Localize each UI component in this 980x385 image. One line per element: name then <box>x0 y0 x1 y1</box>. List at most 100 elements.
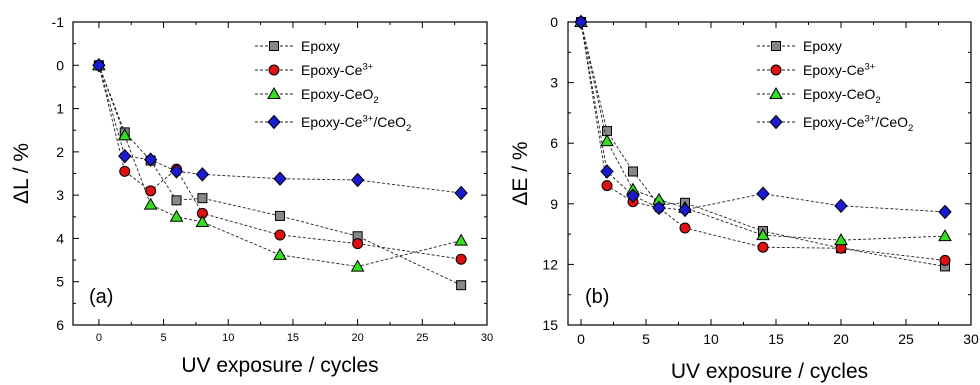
legend-entry: Epoxy-Ce3+​ <box>255 62 374 78</box>
series-line <box>580 21 946 213</box>
legend-marker <box>269 41 279 51</box>
data-point <box>195 214 210 227</box>
data-point <box>678 202 692 218</box>
x-tick-label: 10 <box>222 332 234 344</box>
y-tick-label: 4 <box>56 230 64 246</box>
data-point <box>171 195 182 206</box>
data-point <box>350 259 365 272</box>
y-tick-label: 3 <box>550 75 558 91</box>
legend-entry: Epoxy-Ce3+​/CeO2 <box>255 114 411 135</box>
data-point <box>118 148 132 164</box>
y-tick-label: -1 <box>52 14 65 30</box>
data-point <box>455 253 467 265</box>
x-tick-label: 25 <box>416 332 428 344</box>
x-axis-label: UV exposure / cycles <box>671 360 868 383</box>
x-tick-label: 0 <box>577 331 585 347</box>
x-tick-label: 15 <box>768 331 784 347</box>
y-tick-label: 1 <box>56 101 64 117</box>
data-point <box>600 134 614 147</box>
series-line <box>98 65 462 260</box>
x-tick-label: 5 <box>642 331 650 347</box>
data-point <box>652 200 666 216</box>
x-tick-label: 15 <box>287 332 299 344</box>
data-point <box>756 186 770 201</box>
x-axis-label: UV exposure / cycles <box>181 354 378 377</box>
legend-label: Epoxy-CeO2​ <box>301 86 379 106</box>
data-point <box>626 188 640 203</box>
series-3 <box>92 58 468 201</box>
data-point <box>600 164 614 179</box>
legend-entry: Epoxy-Ce3+​ <box>757 62 876 78</box>
data-point <box>939 254 951 266</box>
legend-label: Epoxy-Ce3+​/CeO2 <box>301 114 411 135</box>
panel-label: (b) <box>585 286 609 308</box>
data-point <box>352 238 364 250</box>
panel-b: 0 5 10 15 20 25 30 0 3 6 9 12 15 UV exposure / cycles… <box>509 14 979 383</box>
legend-entry: Epoxy-CeO2​ <box>255 86 379 106</box>
data-point <box>601 180 613 192</box>
legend-label: Epoxy-Ce3+​/CeO2 <box>803 114 913 135</box>
data-point <box>92 58 106 73</box>
legend-marker <box>770 64 782 76</box>
data-point <box>679 222 691 234</box>
data-point <box>275 210 285 221</box>
x-tick-label: 25 <box>898 331 914 347</box>
data-point <box>274 229 286 241</box>
legend-marker <box>771 41 781 51</box>
legend-entry: Epoxy-Ce3+​/CeO2 <box>757 114 913 135</box>
data-point <box>938 204 952 220</box>
series-line <box>98 65 462 286</box>
legend: Epoxy Epoxy-Ce3+​ Epoxy-CeO2​ Epoxy-Ce3+​/C… <box>757 38 913 134</box>
data-point <box>454 185 468 201</box>
series-line <box>580 21 946 261</box>
legend-entry: Epoxy <box>255 38 340 54</box>
data-point <box>273 171 287 186</box>
legend-entry: Epoxy <box>757 38 842 54</box>
data-point <box>143 152 158 167</box>
data-point <box>628 166 638 177</box>
legend-label: Epoxy <box>301 38 340 54</box>
series-line <box>580 21 946 267</box>
series-2 <box>574 14 952 246</box>
legend-label: Epoxy-CeO2​ <box>803 86 881 106</box>
series-line <box>98 65 462 268</box>
data-point <box>117 128 132 141</box>
data-point <box>756 228 770 241</box>
series-line <box>98 65 462 194</box>
x-tick-label: 20 <box>833 331 849 347</box>
legend-marker <box>268 64 280 76</box>
y-tick-label: 15 <box>542 317 558 333</box>
y-axis-label: ΔE / % <box>509 141 532 205</box>
data-point <box>169 209 184 222</box>
y-tick-label: 0 <box>550 14 558 30</box>
panel-label: (a) <box>89 286 113 308</box>
panel-a: 0 5 10 15 20 25 30 -1 0 1 2 3 4 5 6 UV exposure / cycle… <box>10 14 493 377</box>
data-point <box>195 167 210 182</box>
data-point <box>273 247 287 260</box>
x-tick-label: 20 <box>352 332 364 344</box>
legend-marker <box>769 86 783 99</box>
data-point <box>938 229 952 242</box>
y-tick-label: 2 <box>56 144 64 160</box>
data-point <box>834 198 848 214</box>
y-tick-label: 12 <box>542 256 558 272</box>
y-tick-label: 6 <box>56 317 64 333</box>
legend-marker <box>769 114 783 130</box>
data-point <box>454 233 468 246</box>
data-point <box>350 172 365 188</box>
data-point <box>757 241 769 253</box>
legend-marker <box>267 86 281 99</box>
x-tick-label: 30 <box>963 331 979 347</box>
data-point <box>145 185 157 197</box>
y-tick-label: 3 <box>56 187 64 203</box>
legend-marker <box>267 114 281 130</box>
legend-label: Epoxy <box>803 38 842 54</box>
data-point <box>574 14 588 30</box>
series-line <box>580 21 946 241</box>
legend-label: Epoxy-Ce3+​ <box>301 62 374 78</box>
y-tick-label: 0 <box>56 57 64 73</box>
y-axis-label: ΔL / % <box>10 143 33 204</box>
legend-label: Epoxy-Ce3+​ <box>803 62 876 78</box>
series-3 <box>574 14 952 220</box>
